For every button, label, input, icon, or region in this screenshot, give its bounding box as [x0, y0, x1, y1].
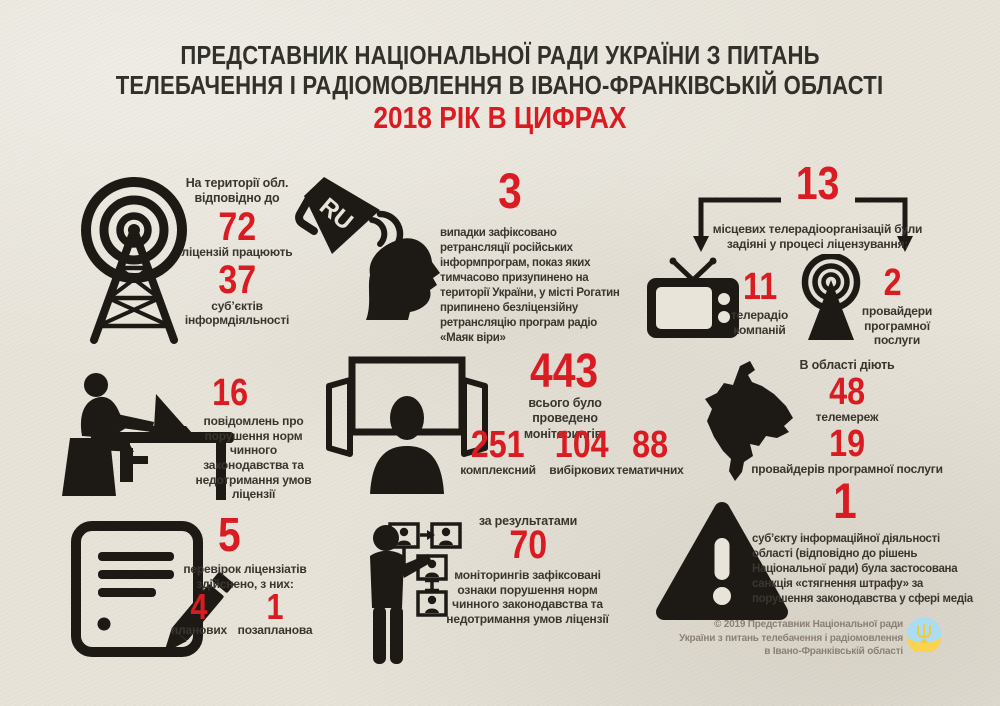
- document-pencil-icon: [71, 521, 234, 657]
- retransmission-count: 3: [498, 163, 522, 219]
- reports-count: 16: [212, 372, 248, 414]
- inspections-text: перевірок ліцензіатів здійснено, з них:: [183, 562, 307, 591]
- tv-icon: [647, 257, 739, 338]
- page-title-line2: ТЕЛЕБАЧЕННЯ І РАДІОМОВЛЕННЯ В ІВАНО-ФРАН…: [116, 70, 884, 100]
- telenetworks-count: 48: [829, 371, 865, 414]
- subjects-count: 37: [218, 257, 256, 302]
- monitors-person-icon: [326, 356, 488, 494]
- org-chart-person-icon: [370, 522, 462, 664]
- inspections-count: 5: [217, 509, 241, 562]
- copyright-line3: в Івано-Франківській області: [764, 646, 903, 657]
- inspections-planned: 4 планових: [171, 586, 227, 638]
- inspections-unplanned: 1 позапланова: [237, 586, 313, 638]
- page-title-line1: ПРЕДСТАВНИК НАЦІОНАЛЬНОЇ РАДИ УКРАЇНИ З …: [180, 40, 820, 70]
- licenses-label: ліцензій працюють: [181, 245, 293, 260]
- region-providers-count: 19: [829, 422, 865, 465]
- monitoring-item: 104 вибіркових: [549, 424, 615, 477]
- licenses-count: 72: [218, 204, 256, 249]
- sanction-count: 1: [833, 473, 857, 529]
- page-subtitle: 2018 РІК В ЦИФРАХ: [373, 100, 627, 135]
- radio-tower-icon: [81, 177, 187, 344]
- licenses-block: На території обл. відповідно до 72 ліцен…: [162, 176, 312, 328]
- licensing-count: 13: [796, 157, 840, 209]
- telenetworks-label: телемереж: [815, 410, 879, 425]
- reports-text: повідомлень про порушення норм чинного з…: [195, 414, 312, 502]
- national-council-logo-icon: [907, 617, 941, 652]
- megaphone-head-icon: RU: [295, 177, 440, 320]
- providers-label: провайдери програмної послуги: [861, 304, 933, 348]
- person-at-desk-icon: [62, 373, 234, 500]
- bracket-arrows-icon: [693, 197, 913, 252]
- broadcast-tower-icon: [801, 254, 861, 340]
- licensing-text: місцевих телерадіоорганізацій були задія…: [712, 222, 923, 251]
- sanction-text: суб’єкту інформаційної діяльності област…: [752, 533, 973, 605]
- retransmission-text: випадки зафіксовано ретрансляції російсь…: [440, 227, 620, 344]
- providers-count: 2: [884, 262, 902, 304]
- copyright-line2: України з питань телебачення і радіомовл…: [679, 632, 903, 644]
- monitoring-caption: всього було проведено моніторингів:: [523, 396, 607, 441]
- monitoring-item: 88 тематичних: [616, 424, 684, 477]
- region-block: В області діють 48 телемереж 19 провайде…: [742, 358, 952, 476]
- region-intro: В області діють: [799, 358, 895, 372]
- violations-count: 70: [509, 523, 547, 567]
- monitoring-total: 443: [530, 345, 599, 398]
- violations-intro: за результатами: [478, 514, 578, 528]
- region-providers-label: провайдерів програмної послуги: [751, 461, 943, 476]
- warning-triangle-icon: [656, 502, 788, 620]
- violations-text: моніторингів зафіксовані ознаки порушенн…: [446, 568, 609, 626]
- monitoring-item: 251 комплексний: [460, 424, 536, 477]
- oblast-map-icon: [705, 361, 793, 481]
- subjects-label: суб’єктів інформдіяльності: [184, 298, 290, 328]
- tv-count: 11: [742, 266, 778, 308]
- copyright-line1: © 2019 Представник Національної ради: [713, 619, 903, 630]
- licenses-intro: На території обл. відповідно до: [185, 176, 289, 206]
- copyright: © 2019 Представник Національної ради Укр…: [655, 618, 903, 659]
- tv-label: телерадіо компаній: [730, 308, 789, 337]
